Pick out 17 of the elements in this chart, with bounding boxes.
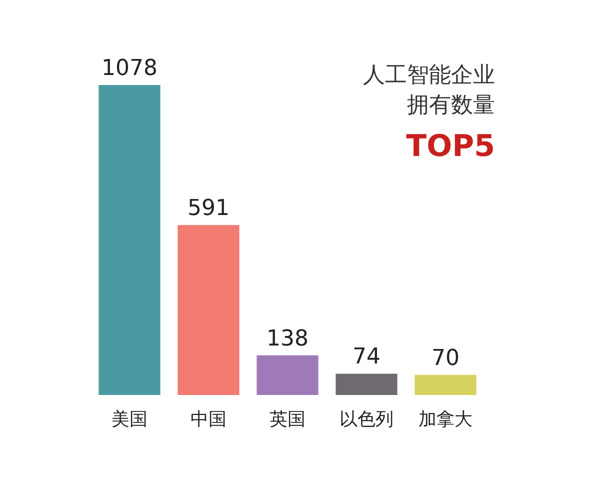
x-tick-label: 加拿大 <box>418 409 472 430</box>
x-tick-label: 中国 <box>190 409 226 430</box>
bar <box>178 225 240 395</box>
data-label: 591 <box>188 196 230 222</box>
data-label: 1078 <box>102 56 158 81</box>
x-tick-label: 英国 <box>270 409 306 430</box>
bar <box>256 355 318 395</box>
bar <box>414 374 476 395</box>
data-label: 70 <box>432 346 460 371</box>
x-tick-label: 美国 <box>112 409 148 430</box>
chart-title: 人工智能企业拥有数量 <box>363 63 495 118</box>
x-tick-label: 以色列 <box>340 409 394 430</box>
bar <box>98 85 160 395</box>
text: TOP5 <box>406 129 495 164</box>
bar <box>336 374 398 395</box>
data-label: 74 <box>352 344 380 370</box>
data-label: 138 <box>266 326 308 352</box>
